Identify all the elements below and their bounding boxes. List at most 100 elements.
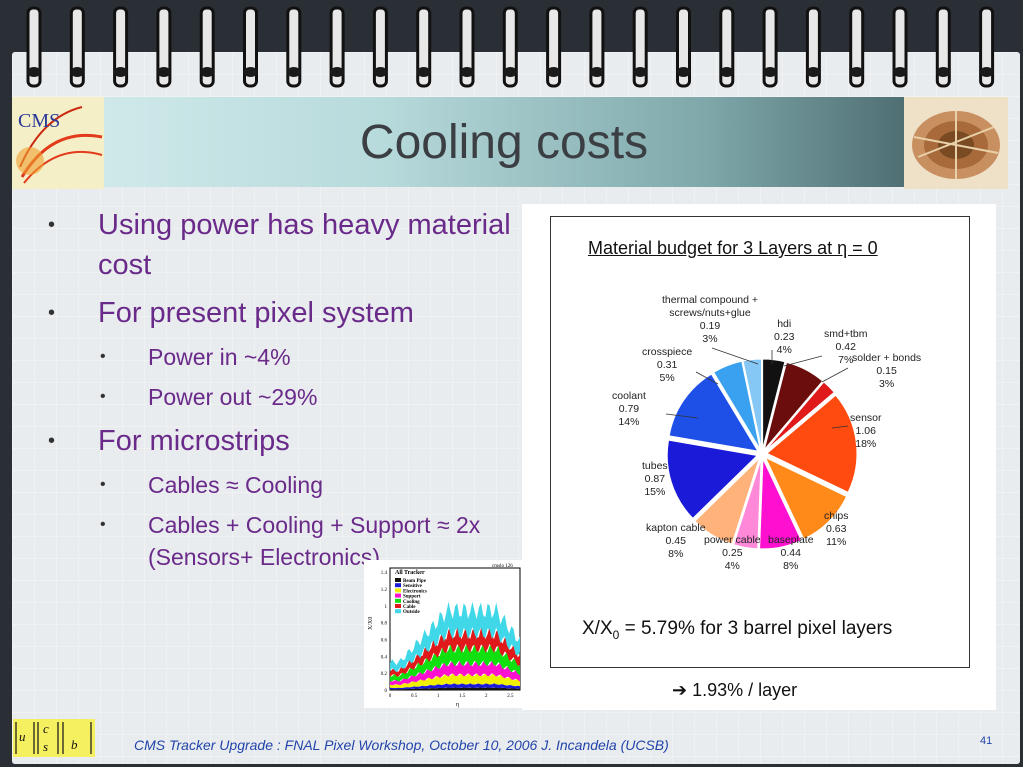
- y-tick-label: 0.8: [381, 622, 388, 627]
- binding-ring: [113, 6, 129, 88]
- bullet-text: Cables + Cooling + Support ≈ 2x (Sensors…: [148, 512, 481, 570]
- binding-hole: [849, 67, 864, 77]
- y-tick-label: 1.4: [381, 571, 388, 576]
- bullet-text: Cables ≈ Cooling: [148, 472, 323, 498]
- pie-label: power cable 0.25 4%: [704, 534, 761, 572]
- binding-hole: [589, 67, 604, 77]
- binding-hole: [113, 67, 128, 77]
- leader-line: [783, 355, 823, 367]
- legend-label: Electronics: [403, 589, 427, 594]
- pie-slice-solder-bonds: [765, 381, 835, 451]
- bullet-item: • For present pixel system: [48, 293, 518, 333]
- y-tick-label: 1.2: [381, 588, 388, 593]
- leader-line: [711, 347, 759, 365]
- binding-hole: [243, 67, 258, 77]
- binding-hole: [200, 67, 215, 77]
- y-tick-label: 0.6: [381, 639, 388, 644]
- legend-label: Support: [403, 595, 421, 600]
- binding-hole: [936, 67, 951, 77]
- sub-bullet-item: • Power out ~29%: [48, 381, 518, 413]
- cms-logo: CMS: [12, 97, 104, 189]
- bullet-text: For microstrips: [98, 425, 290, 457]
- binding-ring: [546, 6, 562, 88]
- binding-ring: [762, 6, 778, 88]
- summary-x: X/X: [582, 618, 613, 639]
- binding-ring: [979, 6, 995, 88]
- binding-hole: [979, 67, 994, 77]
- binding-ring: [632, 6, 648, 88]
- legend-swatch: [395, 598, 401, 603]
- leader-line: [831, 425, 849, 429]
- cms-logo-text: CMS: [18, 110, 60, 132]
- binding-ring: [416, 6, 432, 88]
- binding-hole: [546, 67, 561, 77]
- legend-label: Sensitive: [403, 584, 423, 589]
- bullet-dot: •: [100, 348, 106, 365]
- spiral-binding: [26, 6, 995, 88]
- binding-hole: [70, 67, 85, 77]
- ucsb-letter: s: [43, 739, 48, 754]
- binding-hole: [416, 67, 431, 77]
- binding-hole: [633, 67, 648, 77]
- binding-hole: [286, 67, 301, 77]
- binding-ring: [459, 6, 475, 88]
- binding-ring: [69, 6, 85, 88]
- binding-hole: [719, 67, 734, 77]
- tracker-material-plot: All Tracker cmslo 126 Beam Pipe Sensitive El…: [364, 560, 522, 708]
- binding-hole: [460, 67, 474, 77]
- pie-slice-power-cable: [733, 458, 762, 550]
- legend-label: Beam Pipe: [403, 579, 427, 584]
- sub-bullet-item: • Power in ~4%: [48, 341, 518, 373]
- pie-slice-kapton-cable: [694, 457, 760, 545]
- bullet-text: Power out ~29%: [148, 384, 318, 410]
- figure-title: Material budget for 3 Layers at η = 0: [588, 238, 878, 258]
- binding-ring: [286, 6, 302, 88]
- pie-slice-coolant: [668, 373, 759, 452]
- binding-ring: [589, 6, 605, 88]
- bullet-dot: •: [100, 516, 106, 533]
- legend-swatch: [395, 604, 401, 608]
- page-number: 41: [980, 735, 993, 747]
- legend-swatch: [395, 593, 401, 598]
- binding-ring: [26, 6, 42, 88]
- pie-label: crosspiece 0.31 5%: [642, 346, 693, 384]
- area-corner-text: cmslo 126: [492, 564, 513, 569]
- legend-label: Outside: [403, 610, 420, 615]
- pie-label: coolant 0.79 14%: [612, 390, 646, 428]
- binding-ring: [243, 6, 258, 88]
- bullet-item: • Using power has heavy material cost: [48, 205, 518, 285]
- y-tick-label: 0: [385, 689, 388, 694]
- footer-text: CMS Tracker Upgrade : FNAL Pixel Worksho…: [134, 737, 669, 753]
- pie-label: baseplate 0.44 8%: [768, 534, 814, 572]
- bullet-dot: •: [100, 388, 106, 405]
- pie-slice-tubes: [666, 439, 759, 520]
- ucsb-letter: u: [19, 729, 26, 744]
- pie-label: sensor 1.06 18%: [850, 412, 882, 450]
- y-tick-label: 0.4: [381, 655, 388, 660]
- leader-line: [665, 413, 699, 419]
- binding-hole: [893, 67, 907, 77]
- pie-label: thermal compound + screws/nuts+glue 0.19…: [662, 294, 759, 345]
- binding-ring: [372, 6, 388, 88]
- binding-ring: [805, 6, 821, 88]
- area-band-cooling: [390, 643, 520, 682]
- area-title: All Tracker: [395, 570, 425, 576]
- pie-slice-thermal-compound-screws-nuts-glue: [742, 358, 762, 450]
- x-axis-label: η: [456, 702, 459, 708]
- area-band-cable: [390, 626, 520, 677]
- bullet-text: Power in ~4%: [148, 344, 291, 370]
- binding-ring: [935, 6, 951, 88]
- y-axis-label: X/X0: [368, 617, 374, 630]
- x-tick-label: 0: [389, 694, 392, 699]
- sub-bullet-item: • Cables + Cooling + Support ≈ 2x (Sensor…: [48, 509, 518, 573]
- binding-hole: [806, 67, 821, 77]
- binding-ring: [849, 6, 865, 88]
- y-tick-label: 1: [385, 605, 388, 610]
- x-tick-label: 2: [485, 694, 488, 699]
- pie-slice-crosspiece: [713, 360, 761, 450]
- binding-ring: [719, 6, 735, 88]
- pie-label: solder + bonds 0.15 3%: [852, 352, 922, 390]
- binding-ring: [199, 6, 215, 88]
- area-band-support: [390, 660, 520, 686]
- pie-slice-baseplate: [759, 458, 802, 550]
